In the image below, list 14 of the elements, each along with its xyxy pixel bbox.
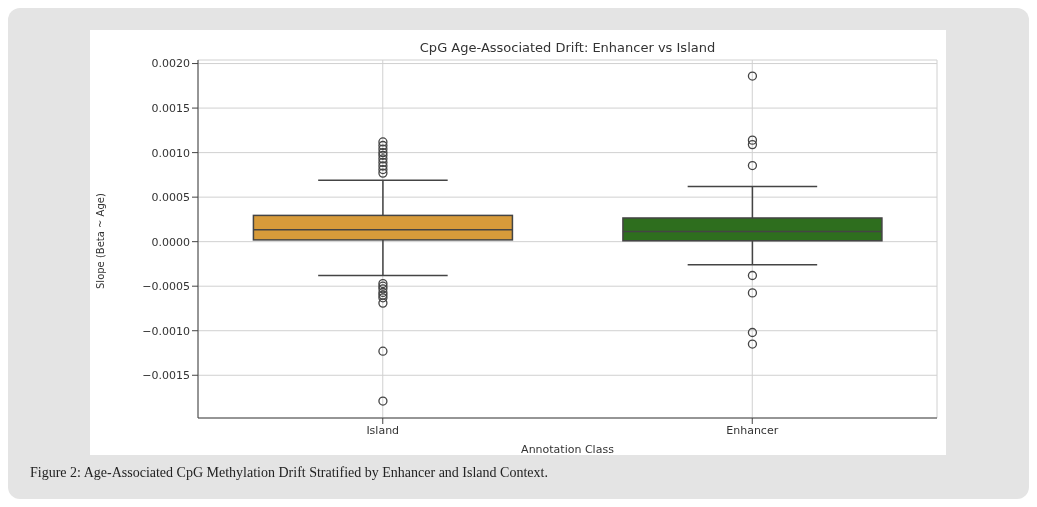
y-tick-label: 0.0005 <box>151 191 190 205</box>
y-tick-label: −0.0010 <box>142 324 190 338</box>
x-axis-title: Annotation Class <box>521 443 615 456</box>
y-tick-label: 0.0000 <box>151 235 190 249</box>
caption: Figure 2: Age-Associated CpG Methylation Drift Stratified by Enhancer and Island Context. <box>30 465 548 481</box>
y-tick-label: 0.0020 <box>151 57 190 71</box>
x-tick-label: Island <box>366 423 400 437</box>
y-tick-label: −0.0005 <box>142 280 190 294</box>
x-tick-label: Enhancer <box>726 423 779 437</box>
y-axis-title: Slope (Beta ~ Age) <box>94 193 106 289</box>
y-tick-label: −0.0015 <box>142 369 190 383</box>
y-tick-label: 0.0015 <box>151 101 190 115</box>
chart-title: CpG Age-Associated Drift: Enhancer vs Island <box>418 40 717 55</box>
y-tick-label: 0.0010 <box>151 146 190 160</box>
